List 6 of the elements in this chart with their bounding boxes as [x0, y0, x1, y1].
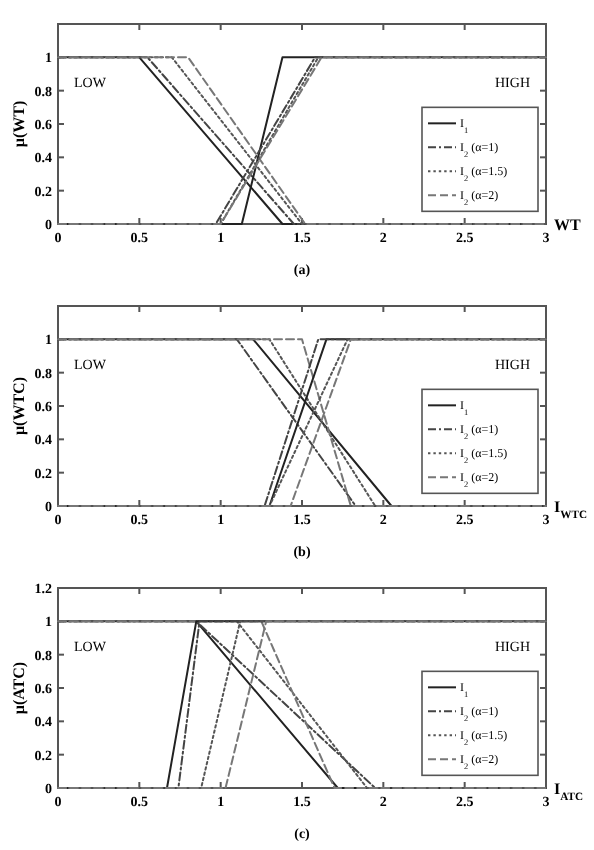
- y-axis-title: μ(WTC): [10, 376, 28, 435]
- x-axis-title: WT: [554, 216, 582, 234]
- x-axis-title: I$_{ATC}$: [554, 780, 584, 804]
- x-axis-title: I$_{WTC}$: [554, 498, 587, 522]
- y-axis-title: μ(WT): [10, 100, 28, 148]
- y-axis-title: μ(ATC): [10, 661, 28, 715]
